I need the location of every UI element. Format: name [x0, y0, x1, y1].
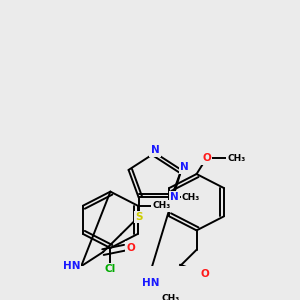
Text: O: O	[126, 243, 135, 253]
Text: CH₃: CH₃	[162, 294, 180, 300]
Text: CH₃: CH₃	[227, 154, 245, 163]
Text: S: S	[135, 212, 142, 222]
Text: N: N	[151, 145, 159, 155]
Text: CH₃: CH₃	[182, 193, 200, 202]
Text: O: O	[202, 153, 211, 163]
Text: Cl: Cl	[105, 264, 116, 274]
Text: HN: HN	[62, 261, 80, 271]
Text: HN: HN	[142, 278, 160, 288]
Text: CH₃: CH₃	[152, 201, 171, 210]
Text: N: N	[170, 193, 178, 202]
Text: N: N	[180, 162, 189, 172]
Text: O: O	[200, 269, 209, 279]
